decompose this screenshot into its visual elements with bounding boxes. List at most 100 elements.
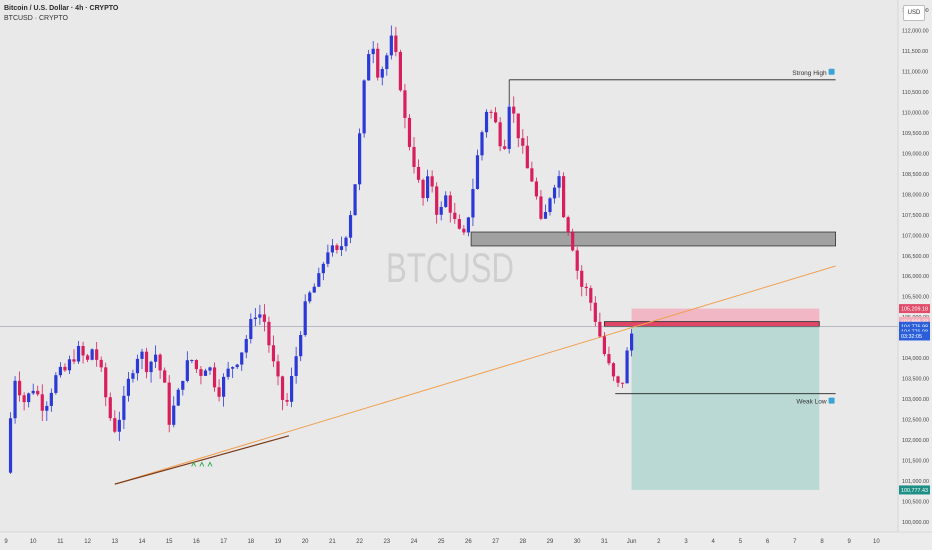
candle-body[interactable] xyxy=(36,390,40,395)
candle-body[interactable] xyxy=(471,189,475,218)
candle-body[interactable] xyxy=(108,397,112,419)
candle-body[interactable] xyxy=(262,314,266,322)
candle-body[interactable] xyxy=(426,176,430,199)
candle-body[interactable] xyxy=(580,270,584,287)
candle-body[interactable] xyxy=(589,288,593,303)
candle-body[interactable] xyxy=(217,387,221,397)
candle-body[interactable] xyxy=(416,166,421,180)
candle-body[interactable] xyxy=(122,395,126,420)
candle-body[interactable] xyxy=(562,176,566,218)
candle-body[interactable] xyxy=(63,366,67,371)
candle-body[interactable] xyxy=(571,232,575,251)
candle-body[interactable] xyxy=(18,380,22,396)
candle-body[interactable] xyxy=(231,367,235,369)
price-tag[interactable] xyxy=(899,316,930,326)
candle-body[interactable] xyxy=(158,354,162,371)
candle-body[interactable] xyxy=(67,359,72,371)
candle-body[interactable] xyxy=(625,350,629,384)
candle-body[interactable] xyxy=(557,176,561,188)
candle-body[interactable] xyxy=(412,146,416,167)
candle-body[interactable] xyxy=(394,35,398,52)
price-tag[interactable] xyxy=(899,485,930,495)
candle-body[interactable] xyxy=(294,356,298,377)
candle-body[interactable] xyxy=(602,336,606,355)
target-zone[interactable] xyxy=(631,326,820,490)
candle-body[interactable] xyxy=(90,349,94,360)
weak-low-flag-icon[interactable] xyxy=(828,397,835,404)
candle-body[interactable] xyxy=(226,368,230,377)
candle-body[interactable] xyxy=(258,314,262,318)
candle-body[interactable] xyxy=(407,117,412,147)
candle-body[interactable] xyxy=(330,245,334,253)
price-tag[interactable] xyxy=(899,331,930,341)
candle-body[interactable] xyxy=(276,361,280,377)
strong-high-flag-icon[interactable] xyxy=(828,68,835,75)
candle-body[interactable] xyxy=(584,286,588,289)
candle-body[interactable] xyxy=(31,390,35,394)
price-tag[interactable] xyxy=(899,321,930,331)
candle-body[interactable] xyxy=(285,399,289,402)
candle-body[interactable] xyxy=(167,382,171,425)
candle-body[interactable] xyxy=(620,382,625,384)
candle-body[interactable] xyxy=(22,395,26,403)
candle-body[interactable] xyxy=(566,217,570,233)
candle-body[interactable] xyxy=(503,146,507,149)
candle-body[interactable] xyxy=(176,389,180,406)
candle-body[interactable] xyxy=(222,376,226,397)
candle-body[interactable] xyxy=(240,352,244,365)
candle-body[interactable] xyxy=(403,90,407,118)
candle-body[interactable] xyxy=(607,354,611,364)
candle-body[interactable] xyxy=(630,333,634,351)
candle-body[interactable] xyxy=(380,69,384,78)
candle-body[interactable] xyxy=(484,111,489,133)
candle-body[interactable] xyxy=(40,394,44,411)
candle-body[interactable] xyxy=(104,367,108,398)
candle-body[interactable] xyxy=(312,286,316,293)
candle-body[interactable] xyxy=(172,405,176,425)
candle-body[interactable] xyxy=(480,132,484,156)
candle-body[interactable] xyxy=(475,155,480,190)
candle-body[interactable] xyxy=(385,55,389,70)
candle-body[interactable] xyxy=(421,179,425,199)
candle-body[interactable] xyxy=(321,263,325,274)
candle-body[interactable] xyxy=(235,364,239,368)
candle-body[interactable] xyxy=(299,335,303,357)
candle-body[interactable] xyxy=(457,219,461,229)
price-tag[interactable] xyxy=(899,304,930,314)
candle-body[interactable] xyxy=(249,319,253,340)
candle-body[interactable] xyxy=(444,195,448,207)
candle-body[interactable] xyxy=(548,198,552,213)
gray-supply-zone[interactable] xyxy=(470,231,837,247)
candle-body[interactable] xyxy=(290,376,294,402)
candle-body[interactable] xyxy=(376,48,380,78)
candle-body[interactable] xyxy=(516,113,520,139)
candle-body[interactable] xyxy=(344,237,348,247)
candle-body[interactable] xyxy=(326,252,330,264)
candle-body[interactable] xyxy=(398,51,402,91)
candle-body[interactable] xyxy=(389,35,393,56)
candle-body[interactable] xyxy=(598,321,602,337)
candle-body[interactable] xyxy=(362,80,366,134)
candle-body[interactable] xyxy=(8,418,13,473)
ascending-trendline[interactable] xyxy=(114,265,836,485)
candle-body[interactable] xyxy=(163,370,167,383)
candle-body[interactable] xyxy=(521,138,525,146)
candle-body[interactable] xyxy=(190,359,194,361)
candle-body[interactable] xyxy=(72,359,76,362)
candle-body[interactable] xyxy=(525,145,529,169)
candle-body[interactable] xyxy=(512,106,516,114)
candle-body[interactable] xyxy=(353,184,357,216)
candle-body[interactable] xyxy=(131,373,135,379)
candle-body[interactable] xyxy=(335,245,339,250)
candle-body[interactable] xyxy=(462,228,466,233)
candle-body[interactable] xyxy=(271,345,276,362)
candle-body[interactable] xyxy=(494,112,498,123)
candle-body[interactable] xyxy=(466,217,470,233)
candle-body[interactable] xyxy=(575,250,579,271)
candle-body[interactable] xyxy=(435,186,439,215)
candle-body[interactable] xyxy=(244,339,248,353)
candle-body[interactable] xyxy=(371,48,375,55)
candle-body[interactable] xyxy=(81,345,85,356)
candle-body[interactable] xyxy=(611,363,616,377)
candle-body[interactable] xyxy=(552,187,557,199)
